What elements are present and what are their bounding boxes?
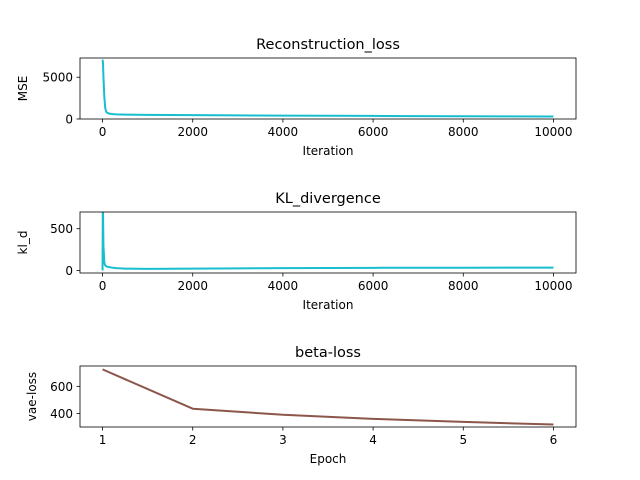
- x-tick-label: 2000: [177, 125, 208, 139]
- chart-title: beta-loss: [295, 345, 361, 361]
- y-tick-label: 0: [65, 113, 73, 127]
- y-tick-label: 400: [50, 407, 73, 421]
- x-axis-label: Iteration: [303, 144, 354, 158]
- subplot-3: 1 2 3 4 5 6 400 600 beta-loss Epoch vae-loss: [25, 345, 577, 466]
- y-axis-label: kl_d: [16, 231, 30, 255]
- x-tick-label: 6000: [358, 125, 389, 139]
- x-tick-label: 4: [369, 433, 377, 447]
- y-tick-label: 600: [50, 380, 73, 394]
- subplot-2: 0 2000 4000 6000 8000 10000 0 500 KL_divergence I…: [16, 191, 577, 312]
- chart-title: Reconstruction_loss: [256, 37, 400, 53]
- x-axis-label: Epoch: [310, 452, 347, 466]
- y-axis-label: vae-loss: [25, 372, 39, 421]
- x-tick-label: 6: [550, 433, 558, 447]
- y-axis-label: MSE: [16, 76, 30, 102]
- x-tick-label: 0: [99, 125, 107, 139]
- x-tick-label: 8000: [448, 279, 479, 293]
- axes-frame: [79, 57, 577, 120]
- subplot-1: 0 2000 4000 6000 8000 10000 0 5000 Reconstructio…: [16, 37, 577, 158]
- series-line-1: [102, 368, 554, 426]
- subplots: 0 2000 4000 6000 8000 1000005000Reconstructio…: [16, 37, 577, 466]
- x-tick-label: 3: [279, 433, 287, 447]
- x-tick-label: 6000: [358, 279, 389, 293]
- x-tick-label: 5: [459, 433, 467, 447]
- x-tick-label: 10000: [534, 279, 572, 293]
- chart-title: KL_divergence: [275, 191, 381, 207]
- x-axis-label: Iteration: [303, 298, 354, 312]
- x-tick-label: 10000: [534, 125, 572, 139]
- x-tick-label: 2000: [177, 279, 208, 293]
- x-tick-label: 2: [189, 433, 197, 447]
- y-tick-label: 5000: [42, 71, 73, 85]
- series-line-1: [101, 59, 554, 118]
- x-tick-label: 4000: [268, 279, 299, 293]
- x-tick-label: 0: [99, 279, 107, 293]
- axes-frame: [79, 211, 577, 274]
- y-tick-label: 0: [65, 264, 73, 278]
- series-line-1: [101, 212, 554, 271]
- x-tick-label: 8000: [448, 125, 479, 139]
- y-tick-label: 500: [50, 222, 73, 236]
- axes-frame: [79, 365, 577, 428]
- x-tick-label: 1: [99, 433, 107, 447]
- x-tick-label: 4000: [268, 125, 299, 139]
